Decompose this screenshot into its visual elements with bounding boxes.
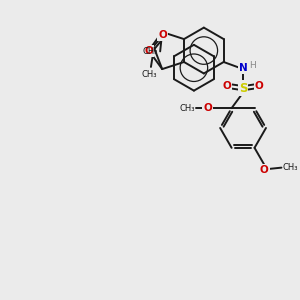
Text: O: O — [260, 165, 268, 175]
Text: CH₃: CH₃ — [179, 103, 195, 112]
Text: CH₃: CH₃ — [142, 47, 158, 56]
Text: CH₃: CH₃ — [142, 70, 157, 79]
Text: CH₃: CH₃ — [283, 163, 298, 172]
Text: O: O — [223, 81, 231, 91]
Text: O: O — [158, 30, 167, 40]
Text: O: O — [144, 46, 153, 56]
Text: H: H — [250, 61, 256, 70]
Text: N: N — [239, 63, 248, 73]
Text: O: O — [203, 103, 212, 113]
Text: O: O — [255, 81, 264, 91]
Text: S: S — [239, 82, 247, 95]
